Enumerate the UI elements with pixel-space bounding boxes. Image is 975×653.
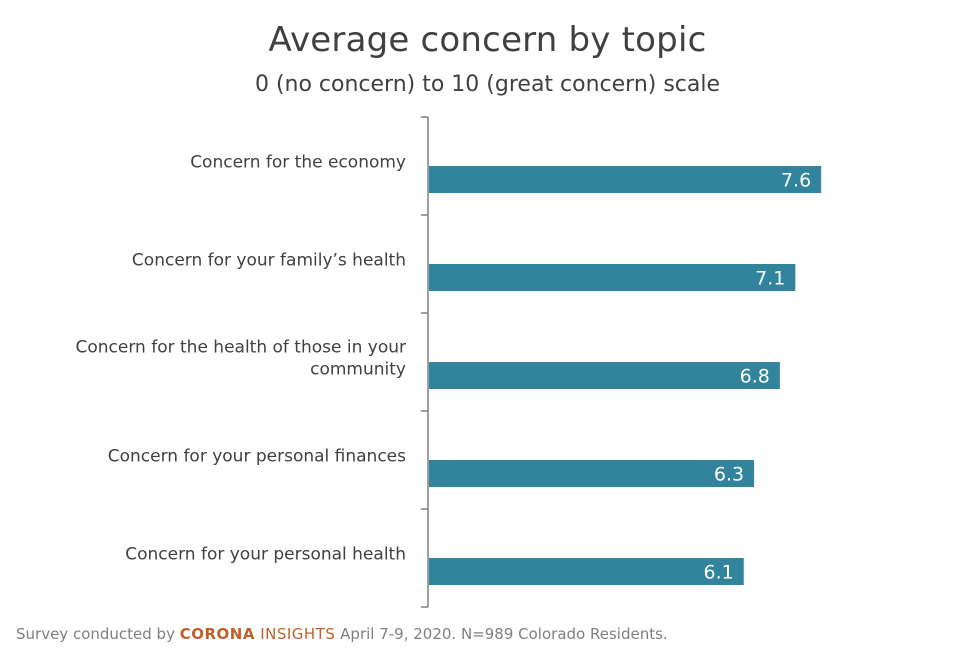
category-label: Concern for your personal finances bbox=[108, 447, 406, 467]
footer-note: Survey conducted by CORONA INSIGHTS Apri… bbox=[16, 625, 668, 643]
chart-subtitle: 0 (no concern) to 10 (great concern) sca… bbox=[254, 72, 721, 97]
data-label: 6.1 bbox=[704, 562, 734, 584]
data-label: 6.8 bbox=[740, 366, 770, 388]
bar bbox=[429, 460, 755, 487]
data-label: 6.3 bbox=[714, 464, 744, 486]
bar bbox=[429, 166, 822, 193]
category-label: Concern for the economy bbox=[190, 153, 406, 173]
data-label: 7.6 bbox=[781, 170, 811, 192]
bar bbox=[429, 362, 780, 389]
chart-title: Average concern by topic bbox=[268, 20, 707, 60]
brand-name-insights: INSIGHTS bbox=[254, 625, 336, 643]
footer-prefix: Survey conducted by bbox=[16, 625, 180, 643]
bar bbox=[429, 264, 796, 291]
category-label: Concern for the health of those in your c… bbox=[76, 338, 407, 380]
category-label: Concern for your family’s health bbox=[132, 251, 406, 271]
footer-suffix: April 7-9, 2020. N=989 Colorado Resident… bbox=[335, 625, 668, 643]
brand-name-corona: CORONA bbox=[179, 625, 255, 643]
bar bbox=[429, 558, 744, 585]
category-label: Concern for your personal health bbox=[125, 545, 406, 565]
data-label: 7.1 bbox=[755, 268, 785, 290]
